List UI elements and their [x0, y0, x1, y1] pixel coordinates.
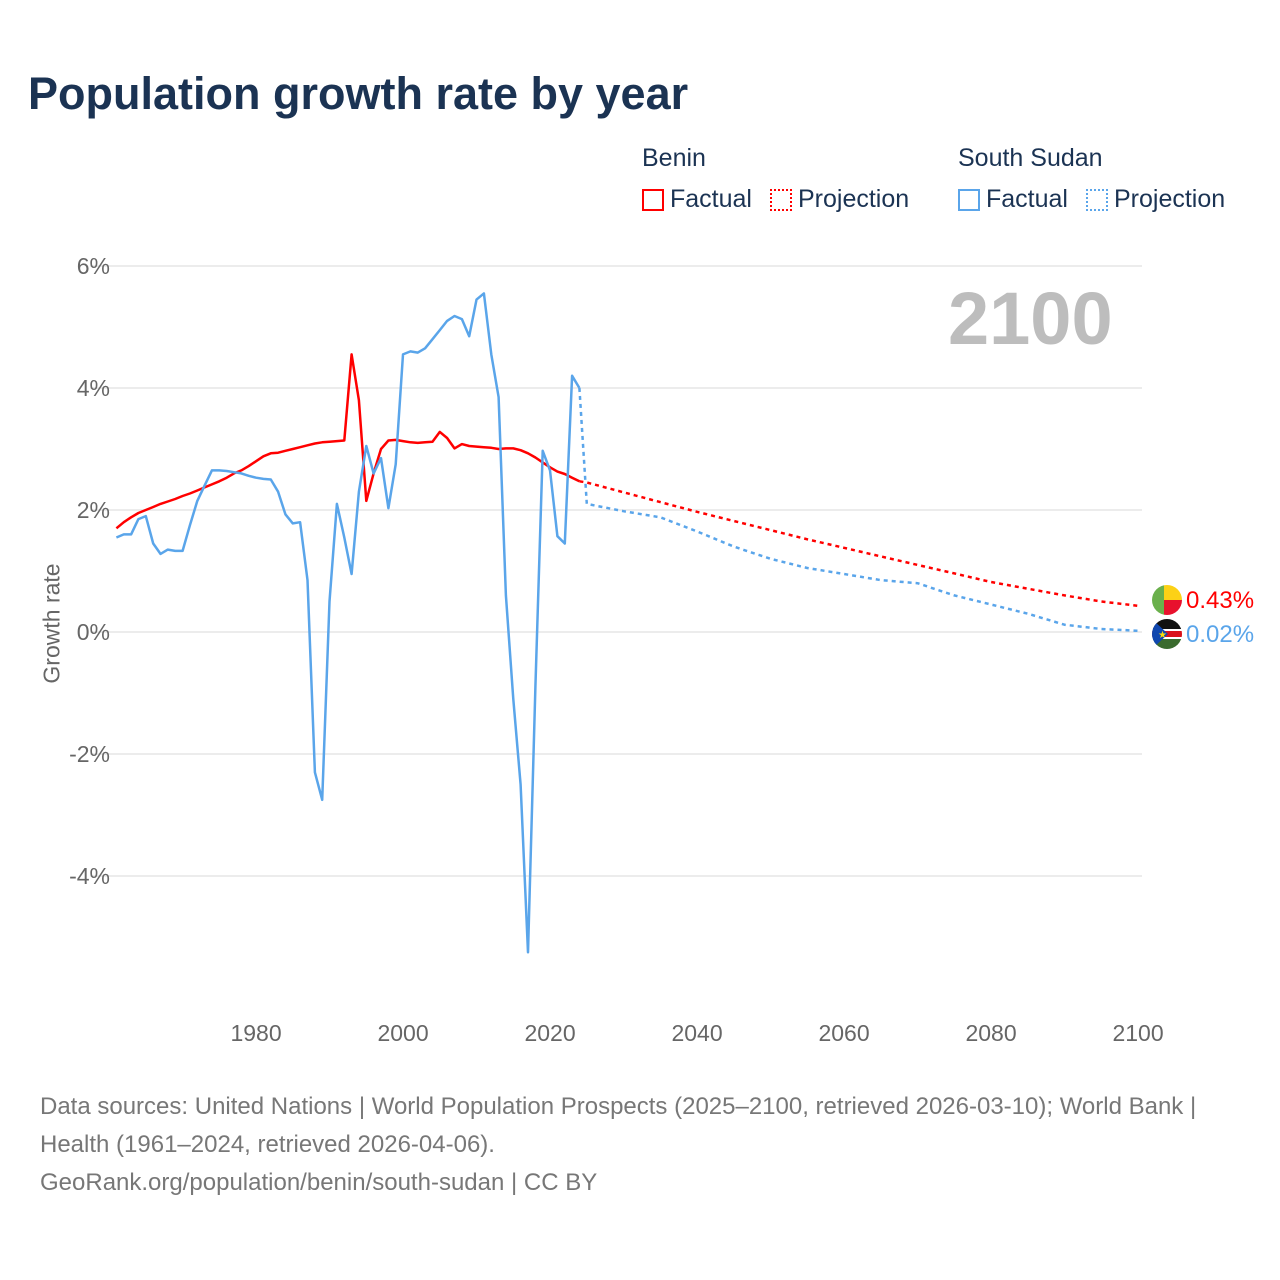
y-tick-label: 6% — [77, 253, 110, 279]
legend-benin-projection[interactable]: Projection — [769, 185, 910, 214]
x-tick-label: 2080 — [965, 1020, 1016, 1046]
footer: Data sources: United Nations | World Pop… — [40, 1088, 1240, 1202]
x-tick-label: 2060 — [818, 1020, 869, 1046]
current-year-display: 2100 — [948, 277, 1113, 360]
y-tick-label: -2% — [69, 741, 110, 767]
chart-plot: 6% 4% 2% 0% -2% -4% 1980 2000 2020 2040 2060 2080 21… — [69, 253, 1254, 1046]
benin-flag-icon — [1152, 585, 1182, 615]
benin-projection-line — [579, 480, 1139, 608]
benin-factual-line — [115, 353, 580, 530]
legend-label: Factual — [986, 185, 1068, 213]
solid-swatch-icon — [958, 188, 980, 211]
south-sudan-flag-icon: ★ — [1152, 619, 1182, 649]
legend-south-sudan: South Sudan Factual Projection — [958, 144, 1239, 214]
south-sudan-end-label: 0.02% — [1186, 621, 1254, 648]
south-sudan-factual-line — [115, 292, 581, 954]
dotted-swatch-icon — [1085, 188, 1108, 211]
benin-end-label: 0.43% — [1186, 587, 1254, 614]
legend-benin: Benin Factual Projection — [642, 144, 923, 214]
data-sources: Data sources: United Nations | World Pop… — [40, 1093, 1197, 1158]
legend-label: Factual — [670, 185, 752, 213]
x-tick-label: 2020 — [524, 1020, 575, 1046]
y-tick-label: -4% — [69, 863, 110, 889]
y-tick-label: 2% — [77, 497, 110, 523]
y-tick-label: 4% — [77, 375, 110, 401]
credit-link[interactable]: GeoRank.org/population/benin/south-sudan… — [40, 1169, 598, 1196]
solid-swatch-icon — [642, 188, 664, 211]
chart-title: Population growth rate by year — [28, 68, 689, 119]
y-tick-label: 0% — [77, 619, 110, 645]
legend-south-sudan-projection[interactable]: Projection — [1085, 185, 1226, 214]
legend-label: Projection — [1113, 185, 1226, 213]
x-tick-label: 2000 — [377, 1020, 428, 1046]
x-tick-label: 2100 — [1112, 1020, 1163, 1046]
legend-south-sudan-factual[interactable]: Factual — [958, 185, 1068, 214]
dotted-swatch-icon — [769, 188, 792, 211]
x-tick-label: 1980 — [230, 1020, 281, 1046]
x-tick-label: 2040 — [671, 1020, 722, 1046]
legend-group-name: Benin — [642, 144, 706, 172]
legend-group-name: South Sudan — [958, 144, 1103, 172]
legend-benin-factual[interactable]: Factual — [642, 185, 752, 214]
svg-text:★: ★ — [1158, 630, 1167, 641]
legend-label: Projection — [797, 185, 910, 213]
south-sudan-projection-line — [578, 387, 1139, 633]
